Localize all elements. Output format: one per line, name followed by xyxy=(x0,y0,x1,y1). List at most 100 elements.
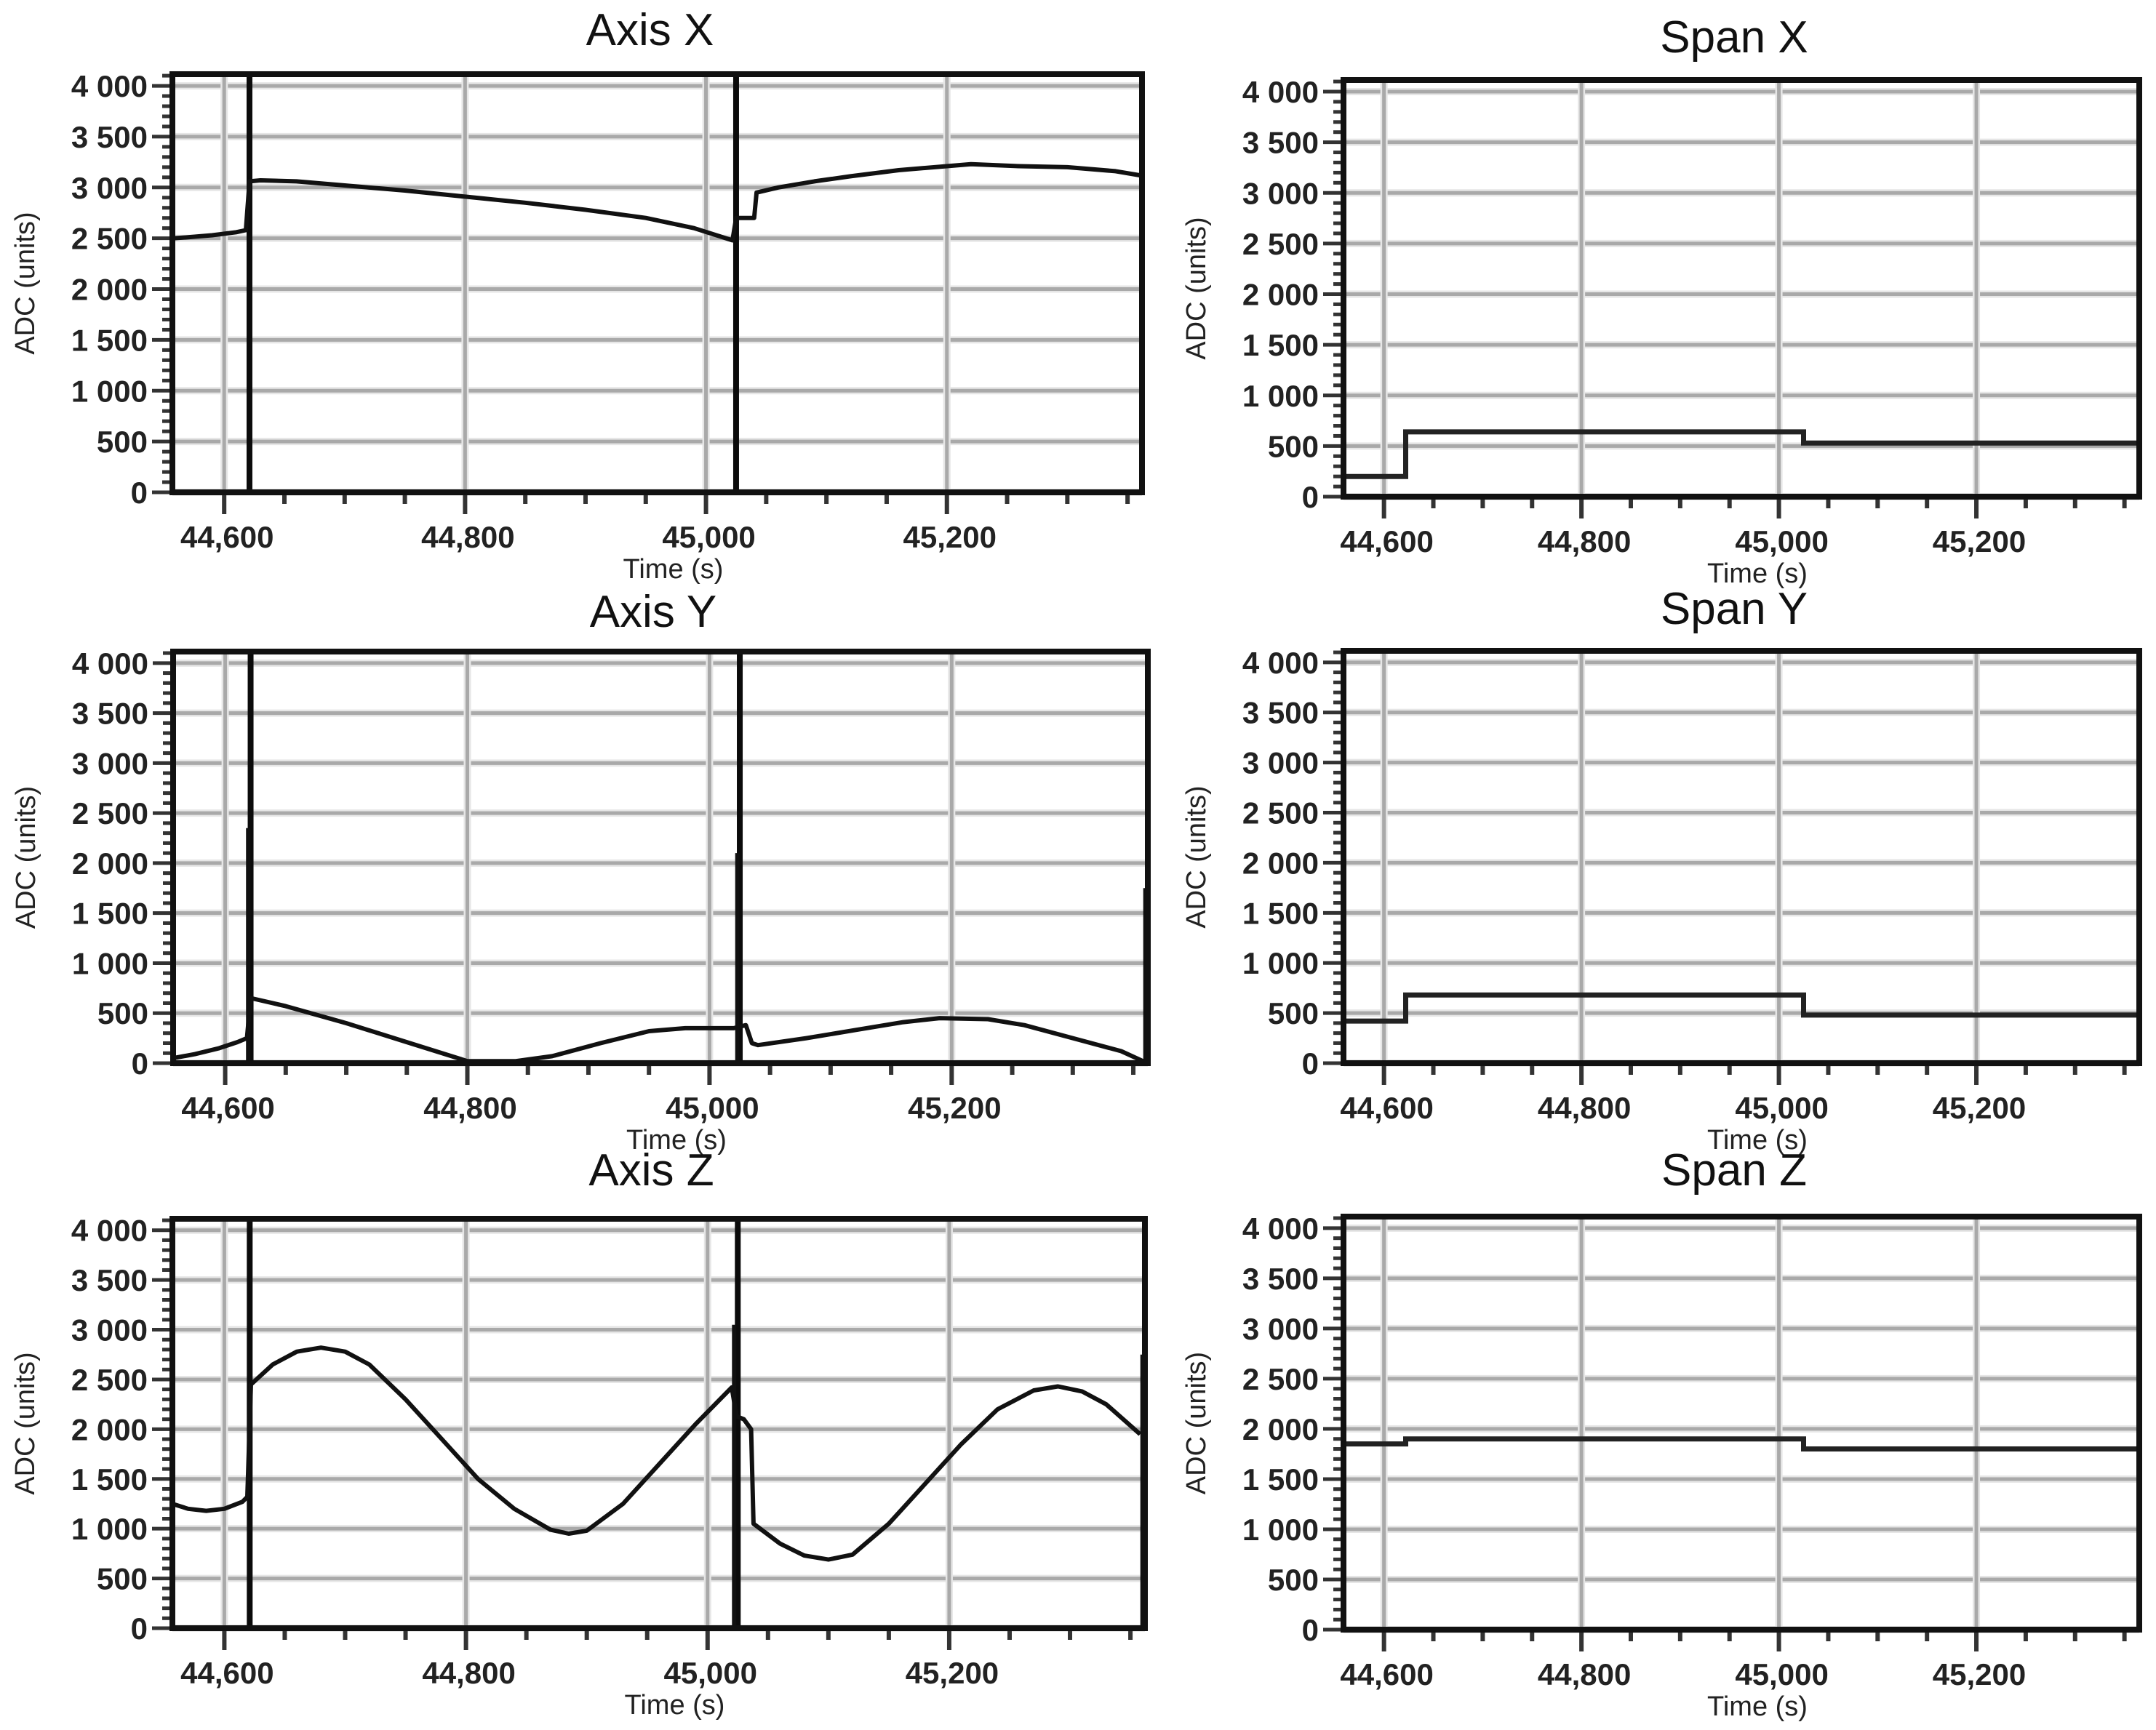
y-axis-label: ADC (units) xyxy=(1181,785,1212,928)
x-tick-label: 44,800 xyxy=(423,1091,516,1125)
x-axis: 44,600 44,800 45,000 45,200 xyxy=(1340,1063,2127,1125)
y-tick-label: 0 xyxy=(1302,1613,1319,1647)
x-tick-label: 45,000 xyxy=(1735,1657,1828,1691)
panel-span-y: 0 500 1 000 1 500 2 000 2 500 3 000 3 500 4 000 4… xyxy=(1181,584,2142,1156)
y-tick-label: 1 000 xyxy=(1242,946,1319,980)
y-tick-label: 4 000 xyxy=(1242,646,1319,680)
y-tick-label: 2 000 xyxy=(1242,846,1319,880)
y-tick-label: 2 000 xyxy=(72,846,148,881)
y-tick-label: 3 000 xyxy=(72,746,148,780)
y-tick-label: 500 xyxy=(1268,1563,1319,1597)
y-axis: 0 500 1 000 1 500 2 000 2 500 3 000 3 500 4 000 xyxy=(1242,1212,1343,1647)
x-tick-label: 44,800 xyxy=(421,520,514,554)
y-tick-label: 3 500 xyxy=(1242,1262,1319,1296)
x-tick-label: 44,800 xyxy=(1538,1657,1631,1691)
plot-frame xyxy=(169,1216,1148,1631)
data-series-line xyxy=(1343,992,2139,1024)
plot-frame xyxy=(1341,77,2142,500)
x-tick-label: 44,600 xyxy=(180,1656,274,1690)
x-axis-label: Time (s) xyxy=(623,554,724,585)
y-tick-label: 0 xyxy=(1302,1046,1319,1081)
panel-title: Span Y xyxy=(1661,584,1808,634)
x-tick-label: 45,000 xyxy=(1735,524,1828,558)
grid xyxy=(1343,1217,2139,1633)
x-tick-label: 44,800 xyxy=(422,1656,515,1690)
plot-frame xyxy=(1341,648,2142,1066)
y-tick-label: 3 000 xyxy=(71,1313,148,1347)
y-tick-label: 1 000 xyxy=(72,946,148,980)
x-axis-label: Time (s) xyxy=(1707,1691,1808,1722)
y-tick-label: 500 xyxy=(97,425,148,459)
x-tick-label: 45,200 xyxy=(1933,524,2026,558)
y-tick-label: 0 xyxy=(131,476,148,510)
y-axis-label: ADC (units) xyxy=(11,786,41,929)
x-tick-label: 45,200 xyxy=(903,520,997,554)
x-tick-label: 44,600 xyxy=(180,520,274,554)
y-tick-label: 1 500 xyxy=(1242,896,1319,930)
plot-frame xyxy=(170,649,1151,1066)
y-axis: 0 500 1 000 1 500 2 000 2 500 3 000 3 500 4 000 xyxy=(71,69,172,510)
x-tick-label: 45,200 xyxy=(908,1091,1001,1125)
x-tick-label: 44,600 xyxy=(1340,1091,1433,1125)
x-axis-label: Time (s) xyxy=(1707,1125,1808,1156)
y-tick-label: 0 xyxy=(1302,480,1319,514)
grid xyxy=(172,1219,1145,1632)
y-tick-label: 2 000 xyxy=(1242,1412,1319,1446)
y-tick-label: 2 500 xyxy=(1242,796,1319,830)
y-axis-label: ADC (units) xyxy=(10,1352,41,1494)
y-tick-label: 3 500 xyxy=(71,120,148,154)
x-tick-label: 44,800 xyxy=(1538,524,1631,558)
y-tick-label: 1 000 xyxy=(1242,1513,1319,1547)
x-tick-label: 44,600 xyxy=(1340,1657,1433,1691)
y-tick-label: 2 500 xyxy=(72,796,148,830)
grid xyxy=(1343,80,2139,500)
data-series-line xyxy=(1343,1436,2139,1451)
y-tick-label: 3 000 xyxy=(71,171,148,205)
panel-span-x: 0 500 1 000 1 500 2 000 2 500 3 000 3 500 4 000 4… xyxy=(1181,12,2142,589)
y-tick-label: 1 500 xyxy=(71,323,148,357)
y-tick-label: 2 500 xyxy=(1242,227,1319,261)
x-axis-label: Time (s) xyxy=(1707,558,1808,589)
plot-frame xyxy=(169,71,1145,495)
x-axis-label: Time (s) xyxy=(625,1690,725,1721)
grid xyxy=(173,652,1148,1067)
y-axis-label: ADC (units) xyxy=(1181,1352,1212,1494)
y-tick-label: 4 000 xyxy=(1242,75,1319,109)
y-tick-label: 2 500 xyxy=(71,222,148,256)
y-tick-label: 0 xyxy=(132,1046,148,1081)
y-tick-label: 2 000 xyxy=(71,1412,148,1446)
y-tick-label: 3 500 xyxy=(1242,696,1319,730)
y-tick-label: 1 000 xyxy=(1242,379,1319,413)
x-axis: 44,600 44,800 45,000 45,200 xyxy=(181,1063,1136,1125)
y-tick-label: 500 xyxy=(1268,429,1319,463)
y-tick-label: 3 000 xyxy=(1242,176,1319,210)
panel-title: Span X xyxy=(1660,12,1808,63)
y-tick-label: 1 500 xyxy=(72,897,148,931)
panel-axis-y: 0 500 1 000 1 500 2 000 2 500 3 000 3 500 4 000 4… xyxy=(11,587,1151,1156)
plot-frame xyxy=(1341,1214,2142,1633)
y-tick-label: 500 xyxy=(97,1562,148,1596)
y-tick-label: 500 xyxy=(1268,996,1319,1030)
x-tick-label: 44,600 xyxy=(181,1091,274,1125)
y-tick-label: 4 000 xyxy=(71,69,148,103)
grid xyxy=(172,74,1142,496)
y-tick-label: 1 000 xyxy=(71,1512,148,1546)
x-tick-label: 45,200 xyxy=(1933,1657,2026,1691)
y-tick-label: 4 000 xyxy=(72,646,148,681)
y-tick-label: 2 000 xyxy=(71,273,148,307)
y-axis: 0 500 1 000 1 500 2 000 2 500 3 000 3 500 4 000 xyxy=(72,646,173,1081)
y-tick-label: 1 500 xyxy=(1242,328,1319,362)
x-axis-label: Time (s) xyxy=(626,1125,727,1156)
y-tick-label: 0 xyxy=(131,1611,148,1646)
y-axis-label: ADC (units) xyxy=(1181,217,1212,359)
panel-title: Span Z xyxy=(1661,1145,1807,1196)
data-series-line xyxy=(172,161,1141,243)
y-axis-label: ADC (units) xyxy=(10,212,41,354)
x-tick-label: 45,200 xyxy=(1933,1091,2026,1125)
panel-span-z: 0 500 1 000 1 500 2 000 2 500 3 000 3 500 4 000 4… xyxy=(1181,1145,2142,1722)
data-series-line xyxy=(1343,429,2139,479)
y-tick-label: 2 500 xyxy=(71,1363,148,1397)
y-axis: 0 500 1 000 1 500 2 000 2 500 3 000 3 500 4 000 xyxy=(1242,646,1343,1081)
panel-title: Axis Z xyxy=(588,1145,714,1196)
